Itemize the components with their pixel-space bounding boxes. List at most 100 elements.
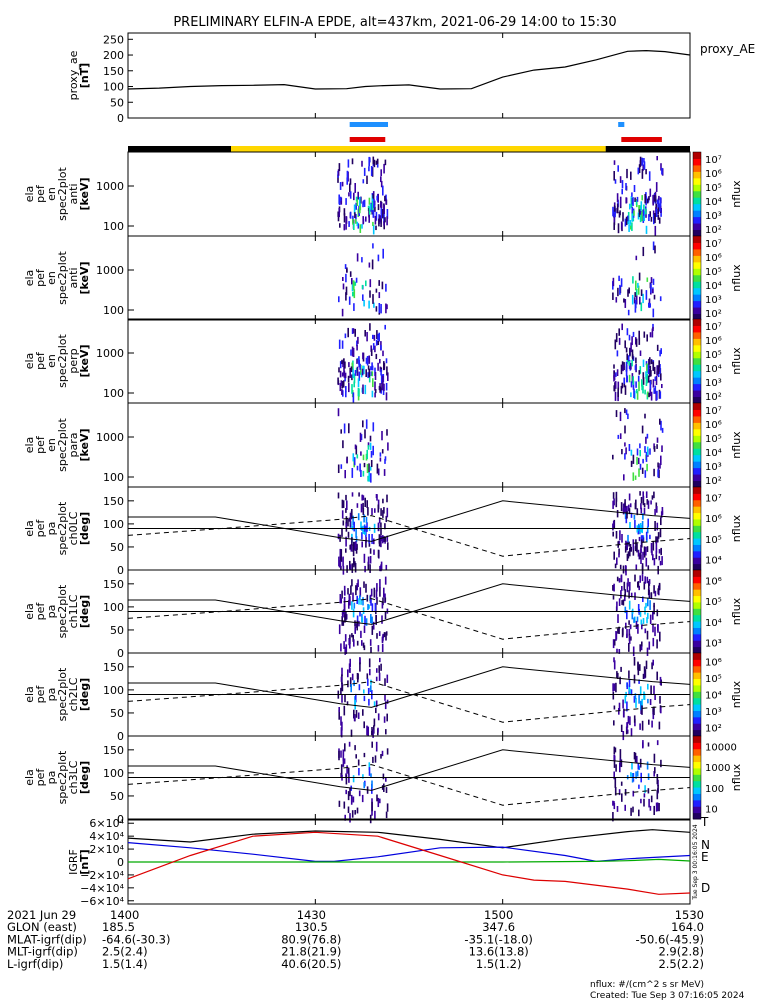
spectrogram-pixel bbox=[644, 413, 646, 419]
spectrogram-pixel bbox=[351, 384, 353, 394]
spectrogram-pixel bbox=[641, 169, 644, 179]
spectrogram-pixel bbox=[637, 529, 640, 535]
spectrogram-pixel bbox=[639, 644, 641, 652]
spectrogram-pixel bbox=[637, 581, 639, 588]
spectrogram-pixel bbox=[648, 358, 650, 369]
spectrogram-pixel bbox=[342, 283, 345, 290]
spectrogram-pixel bbox=[379, 579, 381, 588]
spectrogram-pixel bbox=[371, 508, 373, 516]
spectrogram-pixel bbox=[623, 474, 625, 481]
spectrogram-pixel bbox=[349, 564, 352, 570]
spectrogram-pixel bbox=[645, 290, 648, 300]
y-tick-label: 200 bbox=[103, 49, 124, 62]
igrf-T-line bbox=[127, 829, 691, 849]
spectrogram-pixel bbox=[346, 170, 349, 180]
spectrogram-pixel bbox=[613, 551, 615, 560]
spectrogram-pixel bbox=[386, 699, 389, 704]
spectrogram-pixel bbox=[355, 585, 357, 596]
spectrogram-pixel bbox=[372, 621, 375, 630]
igrf-D-line bbox=[127, 831, 691, 895]
spectrogram-pixel bbox=[621, 534, 623, 543]
spectrogram-pixel bbox=[337, 377, 339, 385]
spectrogram-pixel bbox=[352, 608, 355, 618]
spectrogram-pixel bbox=[372, 445, 374, 456]
spectrogram-pixel bbox=[643, 581, 646, 590]
spectrogram-pixel bbox=[622, 710, 625, 718]
y-axis-label-line: pa bbox=[45, 771, 58, 785]
spectrogram-pixel bbox=[369, 435, 372, 442]
spectrogram-pixel bbox=[643, 507, 646, 515]
spectrogram-pixel bbox=[613, 771, 615, 780]
colorbar-segment bbox=[693, 248, 701, 256]
spectrogram-pixel bbox=[633, 695, 636, 703]
spectrogram-pixel bbox=[347, 791, 350, 801]
spectrogram-pixel bbox=[341, 381, 343, 389]
spectrogram-pixel bbox=[629, 347, 631, 357]
spectrogram-pixel bbox=[617, 381, 620, 390]
spectrogram-pixel bbox=[355, 202, 357, 210]
spectrogram-pixel bbox=[366, 356, 369, 366]
pitch-angle-panel: 050100150elapefpaspec2plotch0LC[deg]10⁴1… bbox=[23, 486, 743, 577]
spectrogram-pixel bbox=[649, 332, 652, 338]
spectrogram-pixel bbox=[630, 392, 632, 398]
spectrogram-pixel bbox=[377, 193, 379, 203]
spectrogram-pixel bbox=[621, 586, 623, 591]
spectrogram-pixel bbox=[360, 372, 363, 378]
colorbar-tick: 10³ bbox=[705, 211, 722, 222]
spectrogram-pixel bbox=[648, 579, 651, 584]
colorbar-segment bbox=[693, 396, 701, 404]
spectrogram-pixel bbox=[368, 542, 371, 547]
spectrogram-pixel bbox=[646, 499, 649, 505]
spectrogram-pixel bbox=[629, 220, 631, 226]
y-tick-label: 100 bbox=[103, 601, 124, 614]
spectrogram-pixel bbox=[619, 196, 622, 207]
spectrogram-pixel bbox=[640, 503, 642, 510]
spectrogram-pixel bbox=[340, 750, 342, 758]
colorbar-segment bbox=[693, 761, 701, 769]
spectrogram-pixel bbox=[343, 705, 346, 716]
spectrogram-pixel bbox=[624, 789, 627, 796]
spectrogram-pixel bbox=[346, 500, 348, 511]
spectrogram-pixel bbox=[340, 716, 342, 726]
spectrogram-pixel bbox=[355, 196, 358, 202]
y-tick-label: 0 bbox=[117, 813, 124, 826]
spectrogram-pixel bbox=[374, 508, 376, 513]
spectrogram-pixel bbox=[380, 304, 382, 314]
spectrogram-pixel bbox=[647, 364, 650, 375]
colorbar-segment bbox=[693, 287, 701, 295]
ephemeris-value: -35.1(-18.0) bbox=[464, 932, 532, 946]
spectrogram-pixel bbox=[641, 209, 644, 214]
spectrogram-pixel bbox=[654, 694, 656, 701]
spectrogram-pixel bbox=[613, 657, 615, 663]
spectrogram-pixel bbox=[644, 194, 646, 204]
spectrogram-pixel bbox=[341, 527, 343, 537]
y-tick-label: 6×10⁴ bbox=[89, 817, 124, 830]
colorbar-tick: 10³ bbox=[705, 378, 722, 389]
spectrogram-pixel bbox=[349, 658, 351, 667]
spectrogram-pixel bbox=[649, 600, 651, 610]
spectrogram-pixel bbox=[338, 367, 340, 373]
spectrogram-pixel bbox=[643, 503, 646, 508]
y-tick-label: 4×10⁴ bbox=[89, 830, 124, 843]
spectrogram-pixel bbox=[620, 221, 623, 230]
blue-status-mark bbox=[349, 122, 354, 127]
colorbar-tick: 10⁴ bbox=[705, 556, 722, 567]
colorbar-segment bbox=[693, 576, 701, 584]
ephemeris-value: 347.6 bbox=[482, 920, 515, 934]
colorbar-tick: 10⁶ bbox=[705, 657, 722, 668]
spectrogram-pixel bbox=[616, 510, 619, 518]
spectrogram-pixel bbox=[647, 500, 650, 509]
spectrogram-pixel bbox=[343, 641, 345, 649]
spectrogram-pixel bbox=[646, 334, 648, 342]
spectrogram-pixel bbox=[634, 752, 637, 763]
spectrogram-pixel bbox=[642, 618, 645, 624]
spectrogram-pixel bbox=[387, 372, 389, 381]
spectrogram-pixel bbox=[365, 419, 368, 429]
spectrogram-pixel bbox=[651, 328, 654, 338]
y-axis-label-line: spec2plot bbox=[56, 251, 69, 305]
spectrogram-pixel bbox=[625, 516, 628, 524]
spectrogram-pixel bbox=[377, 204, 380, 211]
spectrogram-pixel bbox=[372, 378, 374, 388]
colorbar-segment bbox=[693, 422, 701, 430]
